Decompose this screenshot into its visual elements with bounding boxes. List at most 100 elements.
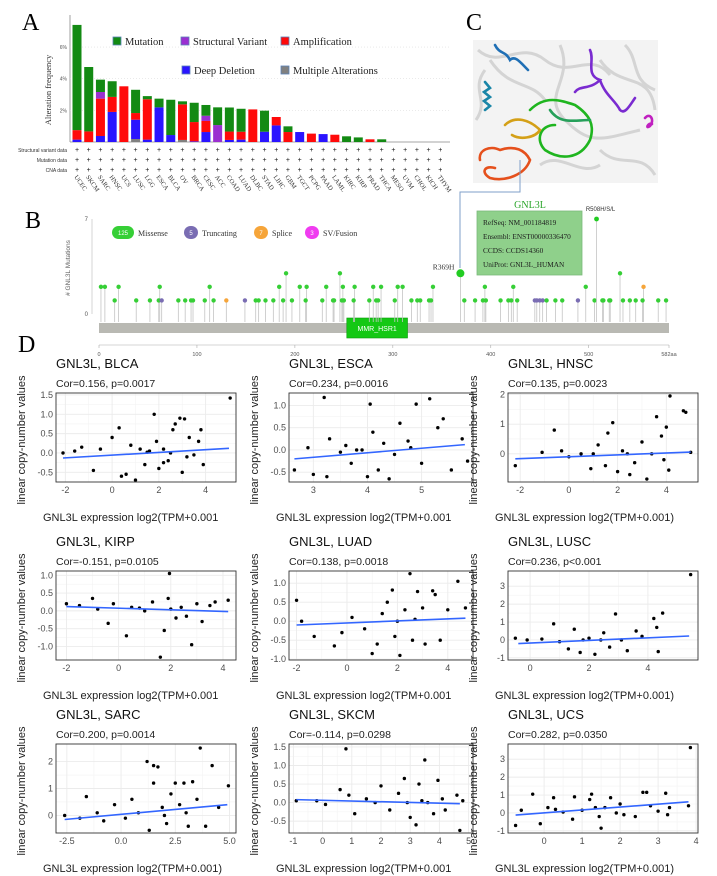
mutation-dot-missense[interactable] [498, 298, 503, 303]
mutation-dot-missense[interactable] [633, 298, 638, 303]
mutation-dot-missense[interactable] [211, 298, 216, 303]
domain-mmr-hsr1[interactable] [346, 317, 408, 339]
mutation-dot-missense[interactable] [341, 298, 347, 303]
mutation-dot-missense[interactable] [303, 298, 308, 303]
data-point [525, 638, 529, 642]
y-tick-label: 0.0 [273, 616, 286, 626]
mutation-dot-missense[interactable] [340, 284, 346, 290]
legend-pill[interactable] [112, 226, 134, 239]
data-point [461, 799, 465, 803]
mutation-dot-missense[interactable] [289, 298, 295, 303]
mutation-dot-truncating[interactable] [540, 298, 545, 303]
x-tick-label: 0 [116, 663, 121, 673]
mutation-dot-missense[interactable] [190, 298, 196, 303]
mutation-dot-missense[interactable] [375, 298, 381, 303]
data-point [463, 606, 468, 610]
mutation-dot-missense[interactable] [147, 298, 153, 303]
mutation-dot-missense[interactable] [283, 271, 289, 276]
mutation-dot-missense[interactable] [428, 298, 434, 303]
mutation-dot-missense[interactable] [182, 298, 188, 303]
mutation-dot-missense[interactable] [324, 284, 329, 290]
mutation-dot-missense[interactable] [367, 298, 372, 303]
scatter-panel: GNL3L, BLCA Cor=0.156, p=0.0017 -2 0 2 4 -0.5 0… [16, 356, 237, 524]
mutation-dot-missense[interactable] [378, 284, 384, 290]
mutation-dot-missense[interactable] [263, 298, 268, 303]
mutation-dot-missense[interactable] [409, 298, 414, 303]
hotspot-dot[interactable] [456, 269, 465, 278]
mutation-dot-missense[interactable] [620, 298, 626, 303]
mutation-dot-missense[interactable] [207, 284, 212, 290]
mutation-dot-missense[interactable] [608, 298, 613, 303]
mutation-dot-missense[interactable] [351, 298, 356, 303]
mutation-dot-missense[interactable] [352, 284, 357, 290]
legend-swatch [280, 65, 290, 75]
mutation-dot-missense[interactable] [656, 298, 661, 303]
protein-ribbon [493, 43, 530, 72]
mutation-dot-missense[interactable] [392, 298, 397, 303]
y-tick-label: 0 [85, 312, 89, 318]
mutation-dot-missense[interactable] [337, 271, 343, 276]
mutation-dot-missense[interactable] [297, 284, 302, 290]
legend-pill[interactable] [305, 226, 319, 239]
mutation-dot-missense[interactable] [544, 298, 549, 303]
legend-label: Truncating [202, 229, 237, 238]
mutation-dot-missense[interactable] [112, 298, 117, 303]
mutation-dot-missense[interactable] [277, 284, 282, 290]
data-point [553, 807, 558, 812]
mutation-dot-truncating[interactable] [575, 298, 581, 303]
mutation-dot-missense[interactable] [418, 298, 423, 303]
mutation-dot-missense[interactable] [400, 284, 405, 290]
mutation-dot-missense[interactable] [331, 298, 337, 303]
mutation-dot-missense[interactable] [482, 284, 488, 290]
hotspot-dot[interactable] [594, 216, 599, 222]
mutation-dot-missense[interactable] [509, 298, 514, 303]
legend-pill[interactable] [254, 226, 268, 239]
mutation-dot-missense[interactable] [430, 284, 436, 290]
mutation-dot-missense[interactable] [663, 298, 669, 303]
mutation-dot-missense[interactable] [256, 298, 261, 303]
plot-border [507, 570, 699, 661]
mutation-dot-missense[interactable] [583, 284, 588, 290]
mutation-dot-missense[interactable] [98, 284, 104, 290]
mutation-dot-missense[interactable] [304, 284, 309, 290]
data-point [551, 796, 556, 800]
legend-pill[interactable] [184, 226, 198, 239]
mutation-dot-missense[interactable] [640, 298, 645, 303]
mutation-dot-missense[interactable] [483, 298, 489, 303]
plot-border [55, 392, 237, 483]
data-point [440, 797, 445, 801]
mutation-dot-missense[interactable] [102, 284, 108, 290]
mutation-dot-missense[interactable] [134, 298, 139, 303]
data-point [133, 478, 138, 482]
mutation-dot-missense[interactable] [176, 298, 181, 303]
mutation-dot-missense[interactable] [280, 298, 286, 303]
mutation-dot-splice[interactable] [224, 298, 229, 303]
mutation-dot-missense[interactable] [271, 298, 276, 303]
mutation-dot-missense[interactable] [511, 284, 516, 290]
mutation-dot-truncating[interactable] [159, 298, 164, 303]
mutation-dot-missense[interactable] [592, 298, 597, 303]
mutation-dot-truncating[interactable] [242, 298, 248, 303]
mutation-dot-missense[interactable] [601, 298, 606, 303]
mutation-dot-missense[interactable] [320, 298, 325, 303]
mutation-dot-missense[interactable] [202, 298, 207, 303]
mutation-dot-missense[interactable] [514, 298, 520, 303]
mutation-dot-missense[interactable] [553, 298, 558, 303]
mutation-dot-missense[interactable] [560, 298, 565, 303]
plot-subtitle: Cor=0.156, p=0.0017 [56, 378, 155, 390]
data-point [162, 628, 166, 633]
mutation-dot-missense[interactable] [627, 298, 633, 303]
plot-area [56, 393, 236, 482]
mutation-dot-missense[interactable] [472, 298, 478, 303]
mutation-dot-missense[interactable] [116, 284, 121, 290]
legend-count: 125 [118, 231, 129, 237]
mutation-dot-missense[interactable] [371, 284, 376, 290]
mutation-dot-missense[interactable] [395, 284, 400, 290]
mutation-dot-missense[interactable] [157, 284, 162, 290]
mutation-dot-missense[interactable] [462, 298, 467, 303]
x-tick-label: 0 [542, 836, 547, 846]
data-point [428, 397, 432, 401]
mutation-dot-splice[interactable] [641, 284, 646, 290]
mutation-dot-missense[interactable] [617, 271, 623, 276]
